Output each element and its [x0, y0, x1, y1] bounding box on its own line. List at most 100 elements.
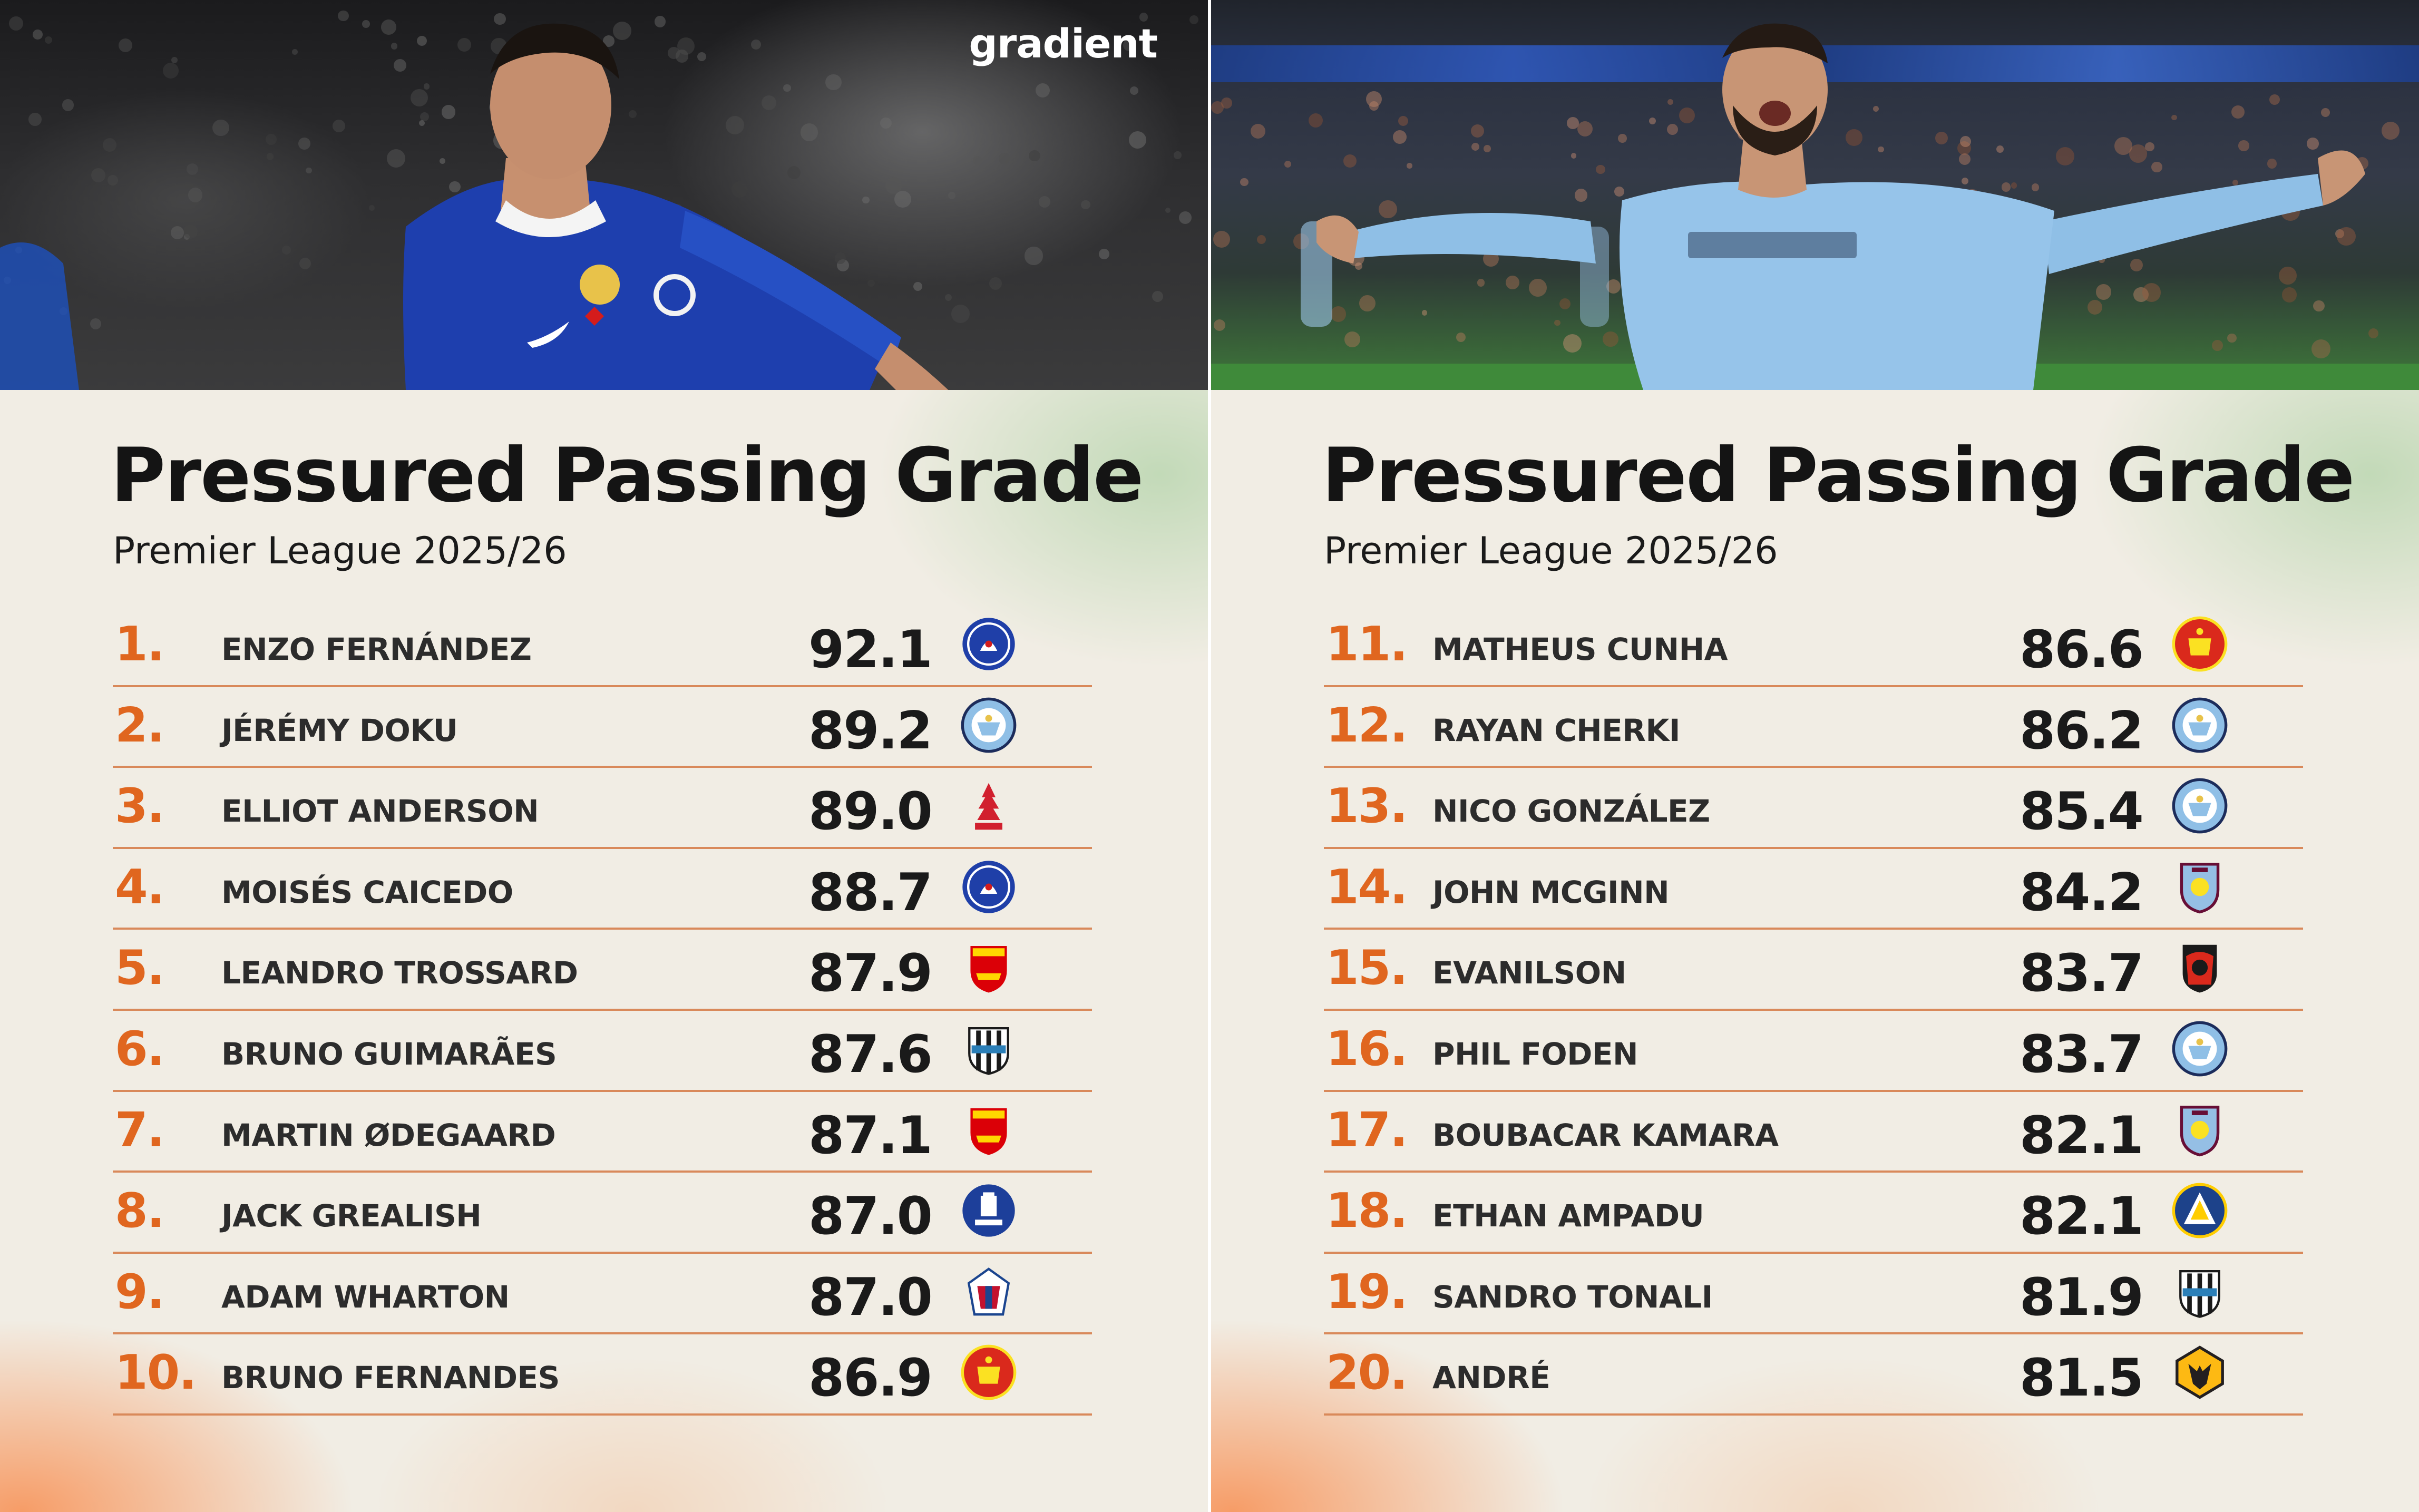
crowd-texture: [2267, 159, 2277, 169]
crowd-texture: [1174, 151, 1182, 159]
player-name: MATHEUS CUNHA: [1432, 631, 1728, 667]
crowd-texture: [2281, 287, 2297, 303]
rank-number: 15.: [1326, 940, 1408, 996]
crowd-texture: [1667, 99, 1674, 105]
crowd-texture: [1029, 150, 1041, 162]
crowd-texture: [944, 294, 952, 301]
crowd-texture: [410, 89, 428, 106]
manchester-city-crest-icon: [2172, 697, 2228, 753]
grade-value: 81.9: [2020, 1267, 2144, 1328]
crowd-texture: [1996, 145, 2004, 153]
crowd-texture: [441, 105, 455, 119]
crowd-texture: [2151, 161, 2162, 173]
crowd-texture: [1354, 262, 1363, 270]
leeds-crest-icon: [2172, 1183, 2228, 1238]
player-silhouette-chelsea: [0, 23, 949, 390]
player-name: MOISÉS CAICEDO: [221, 874, 513, 910]
crowd-texture: [1559, 298, 1571, 309]
rank-number: 20.: [1326, 1345, 1408, 1401]
chelsea-crest-icon: [962, 618, 1015, 670]
crowd-texture: [1130, 86, 1139, 95]
grade-value: 83.7: [2020, 943, 2144, 1004]
crowd-texture: [2368, 328, 2379, 338]
crowd-texture: [1025, 247, 1043, 265]
crowd-texture: [2231, 105, 2245, 119]
grade-value: 83.7: [2020, 1024, 2144, 1085]
crowd-texture: [1506, 275, 1520, 289]
crowd-texture: [1309, 113, 1323, 128]
crowd-texture: [2031, 183, 2040, 191]
grade-value: 86.6: [2020, 620, 2144, 680]
manchester-city-crest-icon: [2172, 1021, 2228, 1077]
grade-value: 87.1: [808, 1105, 933, 1166]
crowd-texture: [1221, 97, 1233, 109]
crowd-texture: [675, 50, 689, 63]
crowd-texture: [281, 245, 291, 255]
crowd-texture: [1873, 106, 1879, 112]
crowd-texture: [951, 305, 970, 324]
ranking-row: 7. MARTIN ØDEGAARD 87.1: [113, 1092, 1092, 1173]
crowd-texture: [1484, 144, 1491, 152]
crowd-texture: [306, 167, 312, 174]
crowd-texture: [1211, 101, 1224, 114]
ranking-row: 17. BOUBACAR KAMARA 82.1: [1324, 1092, 2303, 1173]
player-name: ENZO FERNÁNDEZ: [221, 631, 532, 667]
crowd-texture: [188, 188, 203, 202]
player-name: PHIL FODEN: [1432, 1036, 1638, 1072]
crowd-texture: [2171, 114, 2177, 121]
crowd-texture: [338, 11, 349, 22]
ranking-row: 1. ENZO FERNÁNDEZ 92.1: [113, 606, 1092, 687]
rank-number: 13.: [1326, 778, 1408, 834]
crowd-texture: [2142, 282, 2161, 302]
crowd-texture: [299, 257, 311, 269]
rank-number: 8.: [115, 1183, 165, 1239]
crowd-texture: [750, 39, 761, 50]
crowd-texture: [1179, 211, 1192, 225]
crowd-texture: [1603, 331, 1618, 347]
grade-value: 87.6: [808, 1024, 933, 1085]
crowd-texture: [1365, 91, 1382, 107]
crowd-texture: [697, 52, 707, 62]
crowd-texture: [171, 226, 184, 240]
crowd-texture: [62, 99, 74, 111]
crowd-texture: [862, 196, 870, 204]
crowd-texture: [212, 119, 229, 136]
ranking-row: 19. SANDRO TONALI 81.9: [1324, 1254, 2303, 1335]
crowd-texture: [1344, 331, 1361, 348]
crowd-texture: [1577, 121, 1593, 137]
ranking-row: 12. RAYAN CHERKI 86.2: [1324, 687, 2303, 768]
crowd-texture: [1407, 163, 1412, 169]
crowd-texture: [1039, 196, 1051, 208]
crowd-texture: [1456, 333, 1466, 343]
crowd-texture: [1379, 200, 1398, 219]
crowd-texture: [783, 84, 791, 92]
ranking-row: 15. EVANILSON 83.7: [1324, 930, 2303, 1011]
crowd-texture: [2129, 144, 2148, 163]
ranking-row: 11. MATHEUS CUNHA 86.6: [1324, 606, 2303, 687]
page-title: Pressured Passing Grade: [1322, 432, 2355, 519]
crowd-texture: [1369, 101, 1379, 111]
player-name: JOHN MCGINN: [1432, 874, 1670, 910]
grade-value: 82.1: [2020, 1105, 2144, 1166]
ranking-row: 9. ADAM WHARTON 87.0: [113, 1254, 1092, 1335]
rank-number: 14.: [1326, 859, 1408, 915]
crowd-texture: [393, 59, 406, 72]
crowd-texture: [1421, 310, 1428, 316]
crowd-texture: [91, 168, 106, 183]
crowd-texture: [1606, 279, 1621, 294]
crowd-texture: [2145, 142, 2154, 152]
crowd-texture: [381, 19, 396, 35]
ranking-row: 16. PHIL FODEN 83.7: [1324, 1011, 2303, 1092]
ranking-row: 3. ELLIOT ANDERSON 89.0: [113, 768, 1092, 849]
rank-number: 12.: [1326, 697, 1408, 753]
grade-value: 89.0: [808, 782, 933, 842]
crowd-texture: [1935, 131, 1948, 144]
crowd-texture: [1152, 290, 1164, 303]
rank-number: 4.: [115, 859, 165, 915]
crowd-texture: [834, 252, 846, 264]
grade-value: 85.4: [2020, 782, 2144, 842]
everton-crest-icon: [962, 1184, 1015, 1237]
rank-number: 9.: [115, 1264, 165, 1320]
player-photo-enzo-fernandez: gradient: [0, 0, 1208, 390]
crowd-texture: [867, 279, 875, 287]
